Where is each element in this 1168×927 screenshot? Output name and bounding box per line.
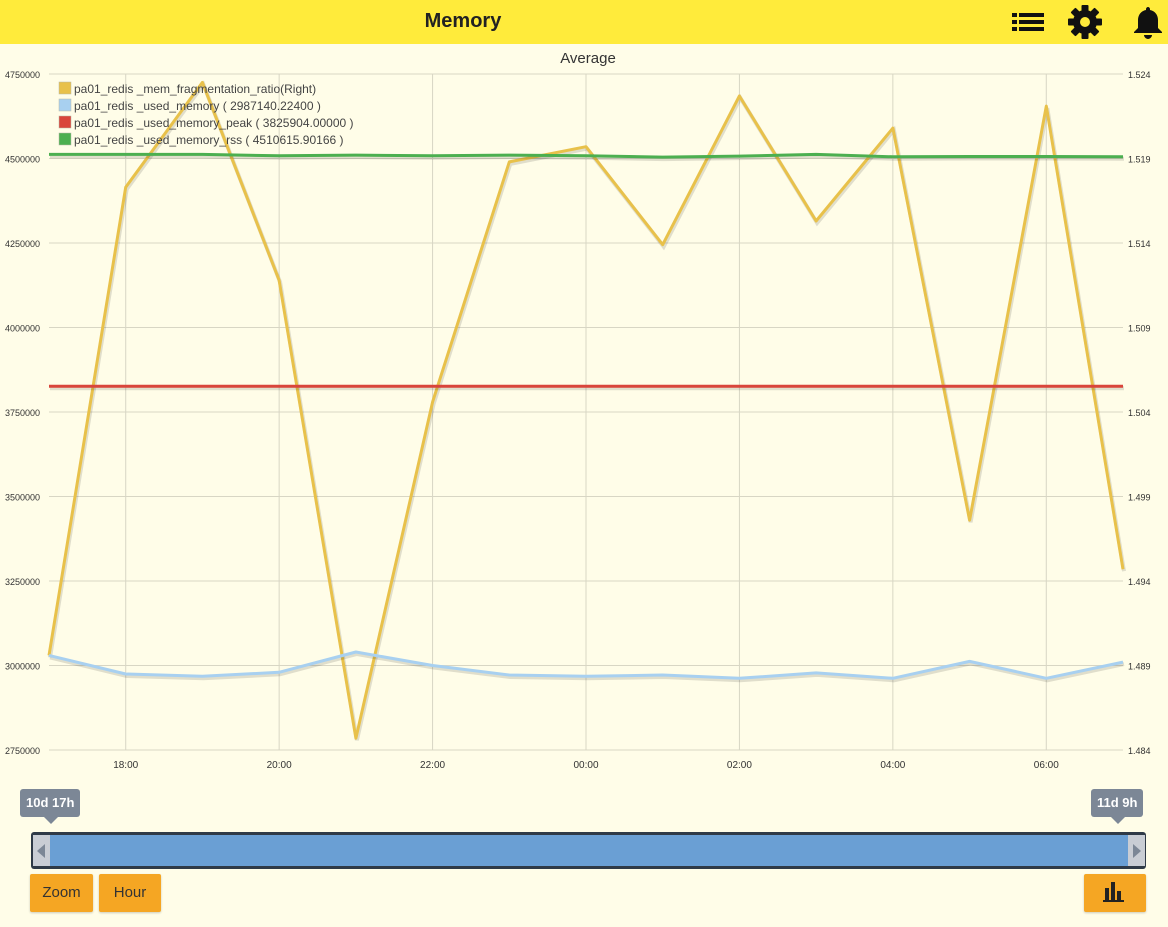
x-tick-label: 18:00: [113, 760, 138, 771]
list-icon[interactable]: [1010, 4, 1046, 40]
bar-chart-icon: [1103, 882, 1124, 902]
series-line-3: [49, 152, 1124, 159]
y-left-tick-label: 4000000: [5, 324, 40, 334]
series-shadow: [50, 154, 1125, 162]
y-left-tick-label: 4250000: [5, 239, 40, 249]
y-left-tick-label: 2750000: [5, 746, 40, 756]
legend: pa01_redis _mem_fragmentation_ratio(Righ…: [58, 81, 354, 147]
y-left-tick-label: 4500000: [5, 155, 40, 165]
y-right-tick-label: 1.509: [1128, 324, 1151, 334]
gear-icon[interactable]: [1067, 4, 1103, 40]
legend-swatch: [58, 115, 72, 129]
legend-swatch: [58, 132, 72, 146]
bell-icon[interactable]: [1130, 4, 1166, 40]
legend-swatch: [58, 98, 72, 112]
y-right-tick-label: 1.519: [1128, 155, 1151, 165]
range-end-text: 11d 9h: [1097, 795, 1138, 810]
legend-swatch: [58, 81, 72, 95]
x-tick-label: 00:00: [573, 760, 598, 771]
memory-chart: Average 2750000 1.484 3000000 1.489 3250000 1…: [0, 44, 1168, 774]
x-tick-label: 20:00: [267, 760, 292, 771]
y-right-tick-label: 1.484: [1128, 746, 1151, 756]
y-right-tick-label: 1.499: [1128, 493, 1151, 503]
series-line-1: [48, 650, 1124, 680]
y-right-tick-label: 1.514: [1128, 239, 1151, 249]
y-left-tick-label: 3250000: [5, 577, 40, 587]
y-right-tick-label: 1.489: [1128, 662, 1151, 672]
x-tick-label: 06:00: [1034, 760, 1059, 771]
series-lines: [47, 80, 1126, 741]
chart-title: Average: [560, 50, 616, 67]
y-right-tick-label: 1.524: [1128, 70, 1151, 80]
chart-canvas: Average 2750000 1.484 3000000 1.489 3250000 1…: [5, 50, 1151, 771]
slider-selected-range[interactable]: [50, 835, 1128, 866]
y-left-tick-label: 3000000: [5, 662, 40, 672]
range-slider[interactable]: [31, 832, 1146, 869]
x-tick-label: 02:00: [727, 760, 752, 771]
y-left-tick-label: 4750000: [5, 70, 40, 80]
chart-type-button[interactable]: [1084, 874, 1146, 912]
x-tick-label: 04:00: [880, 760, 905, 771]
zoom-button[interactable]: Zoom: [30, 874, 93, 912]
range-start-text: 10d 17h: [26, 795, 75, 810]
y-left-tick-label: 3750000: [5, 408, 40, 418]
range-end-label: 11d 9h: [1091, 789, 1144, 824]
y-right-tick-label: 1.494: [1128, 577, 1151, 587]
legend-label[interactable]: pa01_redis _mem_fragmentation_ratio(Righ…: [74, 82, 316, 96]
x-tick-label: 22:00: [420, 760, 445, 771]
legend-label[interactable]: pa01_redis _used_memory_rss ( 4510615.90…: [74, 133, 344, 147]
grid: [49, 73, 1123, 751]
axes: 2750000 1.484 3000000 1.489 3250000 1.494 3500…: [5, 70, 1151, 771]
series-line-0: [47, 80, 1125, 740]
hour-button[interactable]: Hour: [99, 874, 161, 912]
top-bar: Memory: [0, 0, 1168, 44]
legend-label[interactable]: pa01_redis _used_memory ( 2987140.22400 …: [74, 99, 321, 113]
y-left-tick-label: 3500000: [5, 493, 40, 503]
y-right-tick-label: 1.504: [1128, 408, 1151, 418]
navigator-area: 10d 17h 11d 9h Zoom Hour: [0, 775, 1168, 919]
slider-right-handle[interactable]: [1128, 835, 1145, 866]
legend-label[interactable]: pa01_redis _used_memory_peak ( 3825904.0…: [74, 116, 354, 130]
range-start-label: 10d 17h: [20, 789, 81, 824]
series-shadow: [49, 651, 1125, 683]
slider-left-handle[interactable]: [33, 835, 50, 866]
page-title: Memory: [424, 10, 502, 32]
